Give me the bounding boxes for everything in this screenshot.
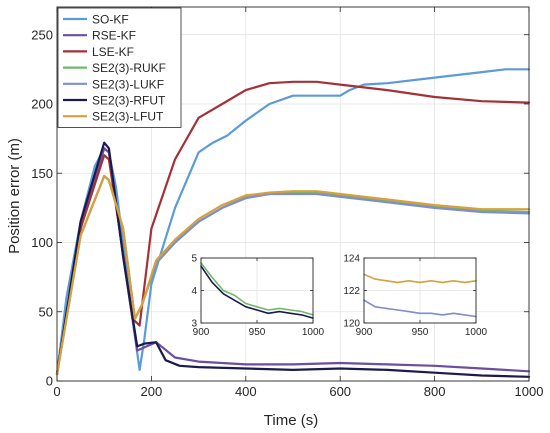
main-y-tick-label: 100 xyxy=(31,235,53,250)
inset-1-y-tick-label: 3 xyxy=(191,319,197,330)
main-y-tick-label: 200 xyxy=(31,97,53,112)
y-axis-label: Position error (m) xyxy=(6,138,23,254)
inset-1-y-tick-label: 4 xyxy=(191,286,197,297)
inset-2-y-tick-label: 120 xyxy=(343,319,360,330)
main-series-rse-kf xyxy=(55,147,531,376)
legend-label-se2-3-rukf: SE2(3)-RUKF xyxy=(92,61,166,75)
inset-2-x-tick-label: 1000 xyxy=(465,327,488,338)
inset-1-series-se2-3-rfut xyxy=(200,265,314,319)
main-x-tick-label: 200 xyxy=(141,384,163,399)
main-y-tick-label: 0 xyxy=(46,374,53,389)
legend-label-se2-3-rfut: SE2(3)-RFUT xyxy=(92,94,166,108)
legend-label-se2-3-lukf: SE2(3)-LUKF xyxy=(92,77,164,91)
main-y-tick-label: 250 xyxy=(31,27,53,42)
legend-label-so-kf: SO-KF xyxy=(92,13,129,27)
main-series-lse-kf xyxy=(55,80,531,376)
legend-label-rse-kf: RSE-KF xyxy=(92,29,136,43)
inset-plot-right: 900 950 1000 120 122 124 xyxy=(343,254,487,338)
main-x-tick-label: 0 xyxy=(53,384,60,399)
main-frame xyxy=(56,6,530,382)
inset-2-series-se2-3-lfut xyxy=(363,273,477,284)
inset-1-x-tick-label: 900 xyxy=(193,327,210,338)
inset-1-series-se2-3-rukf xyxy=(200,262,314,316)
main-x-tick-label: 1000 xyxy=(515,384,544,399)
inset-plot-left: 900 950 1000 3 4 5 xyxy=(191,254,324,338)
inset-2-y-tick-label: 122 xyxy=(343,286,360,297)
main-x-tick-label: 600 xyxy=(329,384,351,399)
x-axis-label: Time (s) xyxy=(264,412,318,429)
legend-label-se2-3-lfut: SE2(3)-LFUT xyxy=(92,110,164,124)
main-x-tick-label: 400 xyxy=(235,384,257,399)
main-x-tick-label: 800 xyxy=(424,384,446,399)
main-series-se2-3-lfut xyxy=(55,174,531,376)
main-y-tick-label: 50 xyxy=(39,304,53,319)
legend-label-lse-kf: LSE-KF xyxy=(92,45,134,59)
main-series-se2-3-rfut xyxy=(55,141,531,378)
inset-1-x-tick-label: 1000 xyxy=(302,327,325,338)
legend: SO-KF RSE-KF LSE-KF SE2(3)-RUKF SE2(3)-LUKF S… xyxy=(57,7,182,128)
inset-1-y-tick-label: 5 xyxy=(191,254,197,265)
inset-2-x-tick-label: 950 xyxy=(412,327,429,338)
inset-2-x-tick-label: 900 xyxy=(356,327,373,338)
inset-2-series-se2-3-lukf xyxy=(363,299,477,318)
inset-2-y-tick-label: 124 xyxy=(343,254,360,265)
inset-1-x-tick-label: 950 xyxy=(249,327,266,338)
main-y-tick-label: 150 xyxy=(31,166,53,181)
